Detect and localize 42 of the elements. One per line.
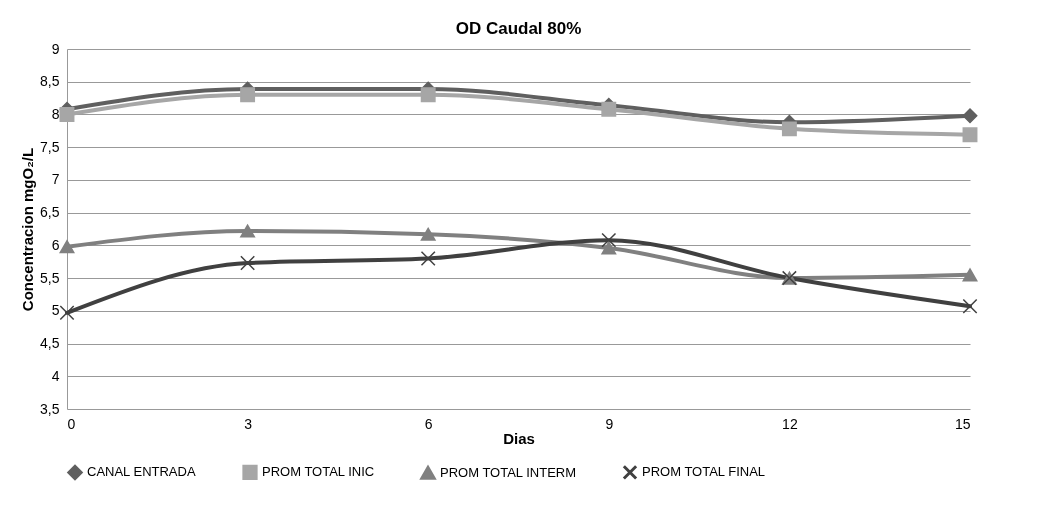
x-tick-label: 9 [605,415,614,432]
point [962,268,978,282]
point [962,298,978,314]
x-axis-title: Dias [503,429,535,447]
point [240,224,256,238]
x-tick-label: 0 [67,415,76,432]
legend-label: CANAL ENTRADA [87,464,196,480]
point [601,232,617,248]
x-tick-label: 15 [954,415,971,432]
legend-label: PROM TOTAL INTERM [440,464,577,480]
point [420,251,436,266]
x-tick-label: 12 [782,415,798,432]
y-tick-label: 6,5 [40,204,60,221]
point [601,241,617,255]
point [59,240,75,254]
x-tick-label: 3 [244,415,253,432]
y-tick-label: 5,5 [40,269,60,286]
point [420,227,436,241]
point [962,108,978,124]
y-tick-label: 3,5 [40,400,60,417]
point [962,127,978,143]
x-tick-label: 6 [424,415,433,432]
legend-label: PROM TOTAL INIC [262,464,375,480]
y-axis-title: Concentracion mgO₂/L [19,147,37,312]
y-tick-label: 4 [51,367,60,384]
point [59,305,75,321]
point [601,101,617,117]
point [240,87,256,103]
y-tick-label: 7,5 [40,138,60,155]
point [781,121,797,137]
y-tick-label: 6 [51,236,60,253]
y-tick-label: 7 [51,171,60,188]
y-tick-label: 5 [51,302,60,319]
y-tick-label: 4,5 [40,335,60,352]
chart-title: OD Caudal 80% [455,19,582,38]
y-tick-label: 8 [51,105,60,122]
point [240,255,256,271]
y-tick-label: 8,5 [40,73,60,90]
point [59,107,75,122]
point [420,87,436,103]
y-tick-label: 9 [51,40,60,57]
legend-label: PROM TOTAL FINAL [642,464,766,480]
